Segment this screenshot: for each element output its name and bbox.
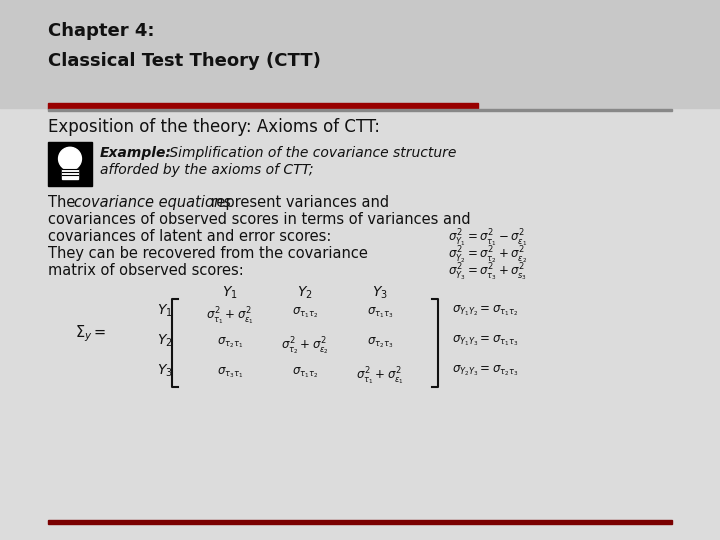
Bar xyxy=(48,103,478,109)
Text: $Y_1$: $Y_1$ xyxy=(222,285,238,301)
Text: $Y_1$: $Y_1$ xyxy=(157,303,173,319)
Bar xyxy=(62,169,78,179)
Circle shape xyxy=(58,147,81,170)
Text: $\sigma_{Y_2Y_3} = \sigma_{\tau_2\tau_3}$: $\sigma_{Y_2Y_3} = \sigma_{\tau_2\tau_3}… xyxy=(452,363,518,377)
Text: $\sigma^2_{\tau_2}+\sigma^2_{\varepsilon_2}$: $\sigma^2_{\tau_2}+\sigma^2_{\varepsilon… xyxy=(281,335,329,356)
Text: afforded by the axioms of CTT;: afforded by the axioms of CTT; xyxy=(100,163,313,177)
Text: Example:: Example: xyxy=(100,146,172,160)
Text: $\sigma_{Y_1Y_3} = \sigma_{\tau_1\tau_3}$: $\sigma_{Y_1Y_3} = \sigma_{\tau_1\tau_3}… xyxy=(452,333,518,348)
Text: The: The xyxy=(48,195,80,210)
Text: $Y_3$: $Y_3$ xyxy=(372,285,388,301)
Text: represent variances and: represent variances and xyxy=(206,195,389,210)
Text: covariances of latent and error scores:: covariances of latent and error scores: xyxy=(48,229,331,244)
Bar xyxy=(48,520,672,524)
Text: $\sigma^2_{\tau_1}+\sigma^2_{\varepsilon_1}$: $\sigma^2_{\tau_1}+\sigma^2_{\varepsilon… xyxy=(206,305,254,327)
Text: Classical Test Theory (CTT): Classical Test Theory (CTT) xyxy=(48,52,321,70)
Text: They can be recovered from the covariance: They can be recovered from the covarianc… xyxy=(48,246,368,261)
Text: $\sigma^2_{Y_1} = \sigma^2_{\tau_1} - \sigma^2_{\varepsilon_1}$: $\sigma^2_{Y_1} = \sigma^2_{\tau_1} - \s… xyxy=(448,227,527,248)
Text: covariances of observed scores in terms of variances and: covariances of observed scores in terms … xyxy=(48,212,471,227)
Text: $\sigma^2_{\tau_1}+\sigma^2_{\varepsilon_1}$: $\sigma^2_{\tau_1}+\sigma^2_{\varepsilon… xyxy=(356,365,404,387)
Text: $\sigma_{Y_1Y_2} = \sigma_{\tau_1\tau_2}$: $\sigma_{Y_1Y_2} = \sigma_{\tau_1\tau_2}… xyxy=(452,303,518,318)
Text: $Y_3$: $Y_3$ xyxy=(157,363,173,380)
Text: $\sigma^2_{Y_3} = \sigma^2_{\tau_3} + \sigma^2_{s_3}$: $\sigma^2_{Y_3} = \sigma^2_{\tau_3} + \s… xyxy=(448,261,527,282)
Bar xyxy=(48,142,92,186)
Text: Exposition of the theory: Axioms of CTT:: Exposition of the theory: Axioms of CTT: xyxy=(48,118,380,136)
Bar xyxy=(48,109,672,111)
Text: $\sigma_{\tau_3\tau_1}$: $\sigma_{\tau_3\tau_1}$ xyxy=(217,365,243,380)
Bar xyxy=(0,0,720,108)
Text: $\sigma^2_{Y_2} = \sigma^2_{\tau_2} + \sigma^2_{\varepsilon_2}$: $\sigma^2_{Y_2} = \sigma^2_{\tau_2} + \s… xyxy=(448,244,527,266)
Text: $\sigma_{\tau_1\tau_3}$: $\sigma_{\tau_1\tau_3}$ xyxy=(366,305,393,320)
Text: matrix of observed scores:: matrix of observed scores: xyxy=(48,263,244,278)
Text: $\sigma_{\tau_1\tau_2}$: $\sigma_{\tau_1\tau_2}$ xyxy=(292,305,318,320)
Text: $Y_2$: $Y_2$ xyxy=(297,285,313,301)
Text: $\sigma_{\tau_1\tau_2}$: $\sigma_{\tau_1\tau_2}$ xyxy=(292,365,318,380)
Text: $Y_2$: $Y_2$ xyxy=(157,333,173,349)
Text: $\sigma_{\tau_2\tau_1}$: $\sigma_{\tau_2\tau_1}$ xyxy=(217,335,243,349)
Text: Chapter 4:: Chapter 4: xyxy=(48,22,155,40)
Text: $\Sigma_y =$: $\Sigma_y =$ xyxy=(75,323,107,343)
Text: Simplification of the covariance structure: Simplification of the covariance structu… xyxy=(165,146,456,160)
Text: $\sigma_{\tau_2\tau_3}$: $\sigma_{\tau_2\tau_3}$ xyxy=(366,335,393,349)
Text: covariance equations: covariance equations xyxy=(74,195,231,210)
